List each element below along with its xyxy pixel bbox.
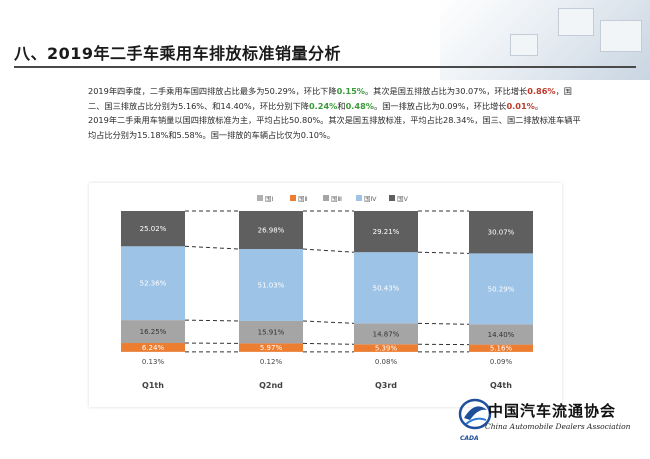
category-label: Q3rd bbox=[375, 381, 397, 390]
data-label: 14.87% bbox=[373, 330, 400, 338]
bar-segment bbox=[469, 211, 533, 254]
bar-segment bbox=[354, 211, 418, 253]
bar-segment bbox=[121, 343, 185, 352]
legend-swatch bbox=[257, 195, 263, 201]
legend-label: 国Ⅴ bbox=[397, 195, 409, 203]
page-title: 八、2019年二手车乘用车排放标准销量分析 bbox=[14, 44, 342, 63]
legend-swatch bbox=[356, 195, 362, 201]
data-label: 25.02% bbox=[140, 225, 167, 233]
series-connector-line bbox=[302, 342, 355, 345]
series-connector-line bbox=[184, 245, 240, 250]
q4-guo5-change: 0.86% bbox=[527, 86, 556, 96]
series-connector-line bbox=[302, 320, 355, 324]
bar-segment bbox=[469, 344, 533, 352]
data-label: 30.07% bbox=[488, 229, 515, 237]
stacked-bar-chart: 国Ⅰ 国Ⅱ 国Ⅲ 国Ⅳ 国Ⅴ 0.13% 6.24% 16.25% 52.36% 25.02% Q1… bbox=[121, 195, 533, 390]
cada-emblem-icon bbox=[458, 398, 492, 430]
data-label: 6.24% bbox=[142, 344, 165, 352]
bar-segment bbox=[239, 343, 303, 352]
legend-swatch bbox=[323, 195, 329, 201]
q4-guo2-change: 0.24% bbox=[308, 100, 338, 111]
data-label: 0.09% bbox=[490, 358, 513, 366]
decorative-cube bbox=[510, 34, 538, 56]
bar-segment bbox=[469, 324, 533, 345]
cada-logo: 中国汽车流通协会 China Automobile Dealers Associ… bbox=[458, 392, 644, 452]
series-connector-line bbox=[417, 322, 470, 325]
title-divider bbox=[14, 66, 636, 68]
bar-segment bbox=[239, 320, 303, 344]
bar-segment bbox=[121, 246, 185, 321]
legend-swatch bbox=[290, 195, 296, 201]
data-label: 29.21% bbox=[373, 228, 400, 236]
summary-text: 2019年四季度，二手乘用车国四排放占比最多为50.29%，环比下降0.15%。… bbox=[88, 84, 588, 142]
summary-paragraph-q4: 2019年四季度，二手乘用车国四排放占比最多为50.29%，环比下降0.15%。… bbox=[88, 84, 588, 113]
data-label: 50.29% bbox=[488, 285, 515, 293]
q4-guo1-change: 0.01% bbox=[506, 100, 535, 111]
logo-abbreviation: CADA bbox=[460, 435, 479, 442]
legend-swatch bbox=[389, 195, 395, 201]
summary-text-span: 。其次是国五排放占比为30.07%，环比增长 bbox=[364, 86, 528, 96]
data-label: 14.40% bbox=[488, 331, 515, 339]
q4-guo3-change: 0.48% bbox=[345, 100, 374, 111]
data-label: 50.43% bbox=[373, 284, 400, 292]
data-label: 0.13% bbox=[142, 358, 165, 366]
summary-paragraph-annual: 2019年二手乘用车销量以国四排放标准为主，平均占比50.80%。其次是国五排放… bbox=[88, 115, 581, 140]
category-label: Q4th bbox=[490, 381, 512, 390]
summary-text-span: ，国二、国三排放占比分别为5.16%、和14.40%，环比分别下降 bbox=[88, 86, 572, 111]
data-label: 52.36% bbox=[140, 280, 167, 288]
category-label: Q2nd bbox=[259, 381, 283, 390]
chart-panel: 国Ⅰ 国Ⅱ 国Ⅲ 国Ⅳ 国Ⅴ 0.13% 6.24% 16.25% 52.36% 25.02% Q1… bbox=[89, 183, 562, 407]
series-connector-line bbox=[417, 251, 470, 254]
data-label: 51.03% bbox=[258, 282, 285, 290]
data-label: 15.91% bbox=[258, 329, 285, 337]
bar-segment bbox=[239, 249, 303, 321]
bar-segment bbox=[121, 320, 185, 344]
summary-text-span: 2019年四季度，二手乘用车国四排放占比最多为50.29%，环比下降 bbox=[88, 86, 337, 96]
legend-label: 国Ⅱ bbox=[298, 195, 308, 203]
bar-segment bbox=[354, 344, 418, 352]
data-label: 0.08% bbox=[375, 358, 398, 366]
logo-english-name: China Automobile Dealers Association bbox=[485, 422, 631, 431]
bar-segment bbox=[469, 253, 533, 325]
q4-guo4-change: 0.15% bbox=[336, 86, 365, 96]
data-label: 5.39% bbox=[375, 345, 398, 353]
data-label: 5.16% bbox=[490, 345, 513, 353]
data-label: 26.98% bbox=[258, 227, 285, 235]
decorative-cube bbox=[600, 20, 642, 52]
header-decoration bbox=[440, 0, 650, 80]
legend-label: 国Ⅳ bbox=[364, 195, 377, 203]
bar-segment bbox=[354, 252, 418, 324]
data-label: 0.12% bbox=[260, 358, 283, 366]
legend-label: 国Ⅲ bbox=[331, 195, 342, 203]
summary-text-span: 。国一排放占比为0.09%，环比增长 bbox=[374, 100, 507, 111]
decorative-cube bbox=[558, 8, 594, 36]
logo-chinese-name: 中国汽车流通协会 bbox=[488, 402, 617, 420]
bar-segment bbox=[354, 323, 418, 345]
series-connector-line bbox=[302, 248, 355, 253]
data-label: 16.25% bbox=[140, 328, 167, 336]
series-connector-line bbox=[184, 319, 240, 322]
legend-label: 国Ⅰ bbox=[265, 195, 274, 203]
data-label: 5.97% bbox=[260, 344, 283, 352]
summary-text-span: 和 bbox=[337, 100, 346, 111]
category-label: Q1th bbox=[142, 381, 164, 390]
page-header: 八、2019年二手车乘用车排放标准销量分析 bbox=[0, 0, 650, 80]
bar-segment bbox=[121, 211, 185, 247]
bar-segment bbox=[239, 211, 303, 250]
summary-text-span: 。 bbox=[534, 100, 544, 111]
